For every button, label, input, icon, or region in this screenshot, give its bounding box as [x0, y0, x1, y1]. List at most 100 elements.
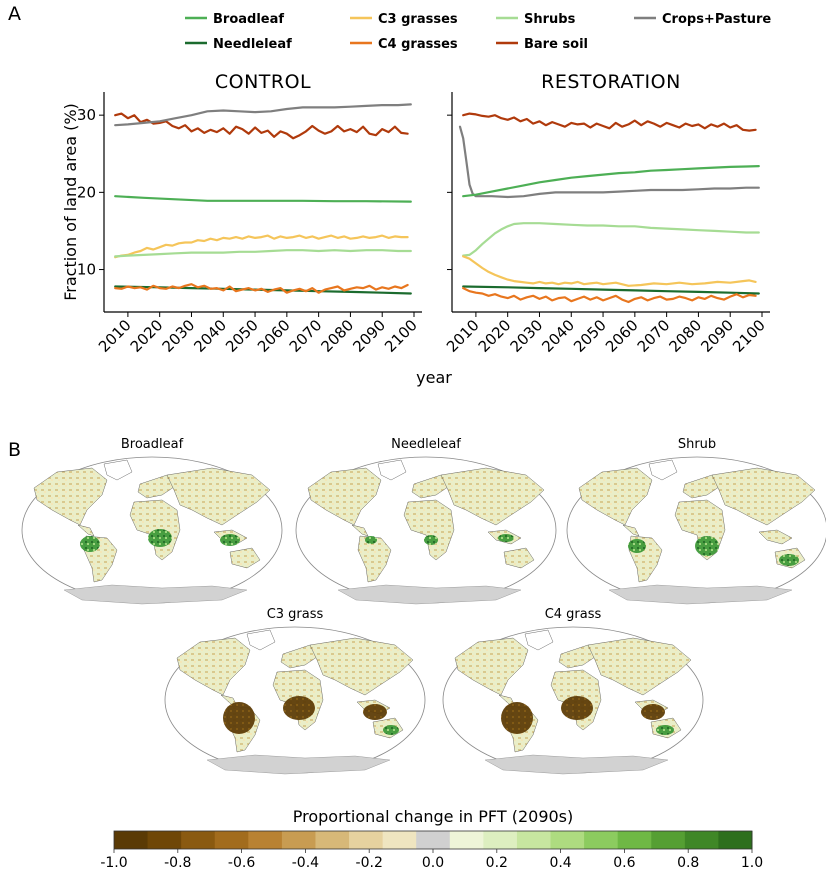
colorbar-tick-label: 0.6: [613, 855, 635, 871]
legend-item-crops-pasture: Crops+Pasture: [634, 12, 771, 27]
x-tick-label: 2020: [127, 316, 167, 356]
legend-item-bare-soil: Bare soil: [496, 37, 588, 52]
x-axis-label: year: [416, 368, 452, 387]
series-line-broadleaf: [114, 195, 412, 203]
map-change-region: [283, 696, 315, 720]
x-tick-label: 2090: [349, 316, 389, 356]
map-change-region: [498, 534, 514, 542]
map-title-c4-grass: C4 grass: [545, 607, 602, 622]
x-tick-label: 2050: [570, 316, 610, 356]
map-change-region: [695, 536, 719, 556]
colorbar-swatch: [684, 831, 719, 849]
series-line-shrubs: [114, 249, 412, 258]
x-tick-label: 2060: [602, 316, 642, 356]
x-tick-label: 2010: [95, 316, 135, 356]
x-tick-label: 2100: [381, 316, 421, 356]
colorbar-swatch: [617, 831, 652, 849]
map-change-region: [148, 529, 172, 547]
colorbar-tick-label: 0.4: [549, 855, 571, 871]
x-tick-label: 2030: [159, 316, 199, 356]
colorbar-swatch: [181, 831, 216, 849]
panel-a-letter: A: [8, 3, 21, 25]
legend-item-shrubs: Shrubs: [496, 12, 576, 27]
colorbar-tick-label: 1.0: [741, 855, 763, 871]
legend-label-bare-soil: Bare soil: [524, 37, 588, 52]
colorbar-tick-label: -0.6: [228, 855, 255, 871]
colorbar-tick-label: 0.0: [422, 855, 444, 871]
colorbar-swatch: [651, 831, 686, 849]
x-tick-label: 2040: [538, 316, 578, 356]
colorbar-swatch: [483, 831, 518, 849]
series-line-crops-pasture: [458, 125, 760, 199]
map-c3-grass: C3 grass: [164, 607, 426, 775]
chart-control: CONTROL102030201020202030204020502060207…: [61, 71, 422, 356]
map-title-broadleaf: Broadleaf: [121, 437, 184, 452]
x-tick-label: 2040: [190, 316, 230, 356]
series-line-bare-soil: [462, 112, 757, 132]
map-broadleaf: Broadleaf: [21, 437, 283, 605]
map-c4-grass: C4 grass: [442, 607, 704, 775]
map-shrub: Shrub: [566, 437, 826, 605]
x-tick-label: 2090: [697, 316, 737, 356]
map-change-region: [223, 702, 255, 734]
map-change-region: [363, 704, 387, 720]
colorbar-swatch: [584, 831, 619, 849]
map-change-region: [383, 725, 399, 735]
map-title-shrub: Shrub: [678, 437, 716, 452]
colorbar-swatch: [516, 831, 552, 849]
chart-title-restoration: RESTORATION: [541, 71, 681, 93]
colorbar-tick-label: 0.8: [677, 855, 699, 871]
map-change-region: [628, 539, 646, 553]
world-map-needleleaf: [295, 456, 557, 605]
colorbar-swatch: [315, 831, 350, 849]
y-tick-label: 10: [77, 261, 96, 279]
series-line-shrubs: [462, 222, 760, 257]
colorbar: Proportional change in PFT (2090s) -1.0 -0…: [100, 807, 763, 871]
x-tick-label: 2080: [318, 316, 358, 356]
legend-label-crops-pasture: Crops+Pasture: [662, 12, 771, 27]
colorbar-swatch: [718, 831, 753, 849]
colorbar-swatch: [349, 831, 384, 849]
colorbar-swatch: [114, 831, 149, 849]
map-change-region: [80, 536, 100, 552]
series-line-c3-grasses: [114, 234, 409, 259]
legend-item-c3-grasses: C3 grasses: [350, 12, 458, 27]
legend: Broadleaf Needleleaf C3 grasses C4 grasses S…: [185, 12, 771, 52]
map-change-region: [561, 696, 593, 720]
map-needleleaf: Needleleaf: [295, 437, 557, 605]
legend-label-c4-grasses: C4 grasses: [378, 37, 458, 52]
chart-title-control: CONTROL: [215, 71, 311, 93]
map-change-region: [220, 534, 240, 546]
map-change-region: [501, 702, 533, 734]
colorbar-swatch: [550, 831, 585, 849]
y-axis-label: Fraction of land area (%): [61, 103, 80, 301]
chart-restoration: RESTORATION20102020203020402050206020702…: [443, 71, 770, 356]
colorbar-swatch: [382, 831, 417, 849]
map-change-region: [424, 535, 438, 545]
series-line-c4-grasses: [462, 287, 757, 304]
map-change-region: [365, 536, 377, 544]
legend-label-needleleaf: Needleleaf: [213, 37, 292, 52]
series-line-broadleaf: [462, 165, 760, 198]
legend-label-broadleaf: Broadleaf: [213, 12, 284, 27]
x-tick-label: 2100: [729, 316, 769, 356]
colorbar-tick-label: 0.2: [486, 855, 508, 871]
y-tick-label: 20: [77, 183, 96, 201]
map-change-region: [656, 725, 674, 735]
series-line-needleleaf: [462, 285, 760, 295]
colorbar-swatch: [281, 831, 316, 849]
world-map-shrub: [566, 456, 826, 605]
y-tick-label: 30: [77, 106, 96, 124]
x-tick-label: 2050: [222, 316, 262, 356]
series-line-c4-grasses: [114, 283, 409, 294]
legend-label-shrubs: Shrubs: [524, 12, 576, 27]
colorbar-tick-label: -0.8: [164, 855, 191, 871]
x-tick-label: 2060: [254, 316, 294, 356]
colorbar-tick-label: -1.0: [100, 855, 127, 871]
map-title-needleleaf: Needleleaf: [391, 437, 461, 452]
colorbar-swatch: [147, 831, 182, 849]
legend-item-c4-grasses: C4 grasses: [350, 37, 458, 52]
colorbar-title: Proportional change in PFT (2090s): [293, 807, 574, 826]
map-title-c3-grass: C3 grass: [267, 607, 324, 622]
series-line-c3-grasses: [462, 255, 757, 287]
